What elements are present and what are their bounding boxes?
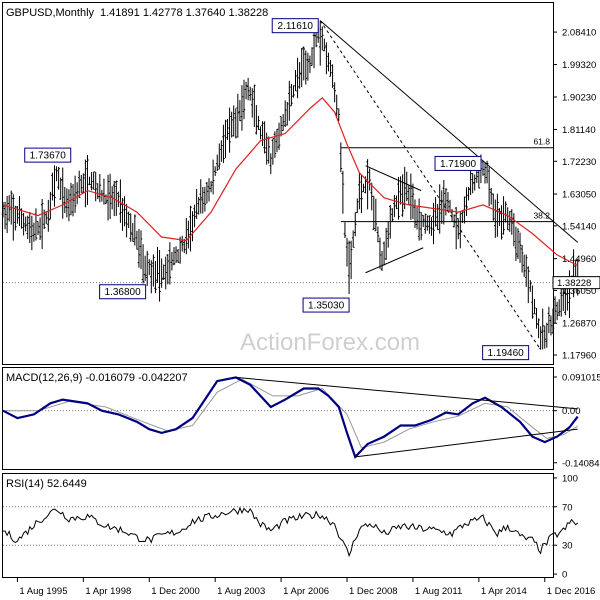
price-y-tick-label: 1.63050 — [562, 190, 596, 201]
swing-label: 1.19460 — [488, 348, 525, 359]
x-tick-label: 1 Aug 1995 — [19, 586, 67, 597]
macd-title: MACD(12,26,9) -0.016079 -0.042207 — [6, 372, 188, 384]
x-tick-label: 1 Apr 2006 — [283, 586, 329, 597]
rsi-y-tick-label: 0 — [562, 570, 567, 581]
swing-label: 1.35030 — [308, 301, 345, 312]
x-tick-label: 1 Dec 2000 — [151, 586, 200, 597]
swing-label-box — [302, 297, 350, 313]
swing-label-box — [24, 147, 72, 163]
price-y-tick-label: 1.17960 — [562, 351, 596, 362]
x-tick-label: 1 Aug 2003 — [217, 586, 265, 597]
fib-level-label: 38.2 — [533, 211, 550, 221]
swing-label: 1.73670 — [30, 151, 67, 162]
chart-ohlc: 1.41891 1.42778 1.37640 1.38228 — [100, 7, 268, 19]
price-y-tick-label: 1.36050 — [562, 286, 596, 297]
chart-symbol: GBPUSD,Monthly — [6, 7, 95, 19]
rsi-title: RSI(14) 52.6449 — [6, 478, 87, 490]
fib-level-label: 61.8 — [533, 137, 550, 147]
swing-label: 1.36800 — [105, 287, 142, 298]
macd-panel — [2, 367, 554, 470]
swing-label-box — [99, 284, 147, 300]
price-y-tick-label: 1.90230 — [562, 92, 596, 103]
price-trendline — [319, 20, 579, 243]
price-y-tick-label: 1.44960 — [562, 254, 596, 265]
rsi-y-tick-label: 100 — [562, 473, 578, 484]
price-y-tick-label: 1.72230 — [562, 157, 596, 168]
x-tick-label: 1 Dec 2008 — [349, 586, 398, 597]
swing-label-box — [434, 155, 482, 171]
watermark: ActionForex.com — [240, 329, 420, 356]
x-tick-label: 1 Apr 2014 — [481, 586, 527, 597]
price-y-tick-label: 1.99320 — [562, 60, 596, 71]
macd-trendline — [355, 428, 578, 458]
swing-label: 2.11610 — [278, 21, 314, 32]
price-trendline — [365, 165, 422, 192]
macd-trendline — [235, 376, 578, 410]
price-y-tick-label: 1.81140 — [562, 125, 596, 136]
rsi-panel — [2, 473, 554, 578]
last-price-label: 1.38228 — [557, 278, 591, 289]
macd-y-tick-label: 0.091015 — [562, 373, 600, 384]
price-trendline — [365, 247, 424, 274]
swing-label-box — [482, 345, 530, 361]
moving-average-line — [2, 96, 578, 267]
price-panel — [2, 2, 554, 365]
macd-y-tick-label: 0.00 — [562, 406, 581, 417]
rsi-y-tick-label: 70 — [562, 502, 573, 513]
rsi-y-tick-label: 30 — [562, 541, 573, 552]
rsi-line — [2, 506, 579, 558]
swing-label: 1.71900 — [440, 159, 477, 170]
price-y-tick-label: 1.54140 — [562, 221, 596, 232]
last-price-box — [552, 276, 600, 290]
x-tick-label: 1 Apr 1998 — [85, 586, 131, 597]
price-y-tick-label: 1.26870 — [562, 319, 596, 330]
swing-label-box — [271, 18, 319, 34]
macd-y-tick-label: -0.140843 — [562, 458, 600, 469]
x-tick-label: 1 Dec 2016 — [547, 586, 596, 597]
x-tick-label: 1 Aug 2011 — [415, 586, 462, 597]
price-y-tick-label: 2.08410 — [562, 28, 596, 39]
